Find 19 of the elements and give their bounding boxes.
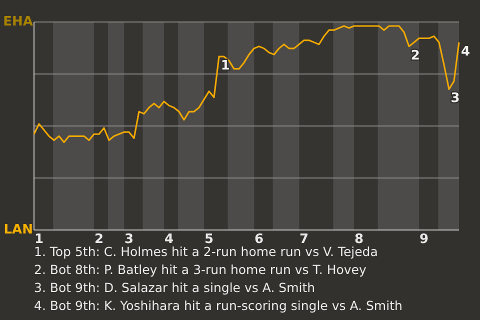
x-tick-label: 3 [124, 232, 134, 247]
x-tick-label: 6 [254, 232, 264, 247]
text: EHA [3, 14, 33, 30]
x-tick-label: 4 [164, 232, 174, 247]
annotation: 2 [410, 48, 420, 64]
x-tick-label: 7 [299, 232, 309, 247]
text: LAN [4, 222, 33, 238]
text: 2. Bot 8th: P. Batley hit a 3-run home run vs T. Hovey [34, 262, 367, 277]
text: 3. Bot 9th: D. Salazar hit a single vs A. Smith [34, 280, 316, 295]
x-tick-label: 5 [204, 232, 214, 247]
x-tick-label: 2 [94, 232, 104, 247]
annotation: 1 [220, 58, 230, 74]
text: 4 [461, 44, 470, 60]
text: 1. Top 5th: C. Holmes hit a 2-run home run vs V. Tejeda [34, 244, 378, 259]
annotation: 3 [450, 91, 460, 106]
x-tick-label: 1 [34, 232, 44, 247]
x-tick-label: 9 [419, 232, 429, 247]
x-tick-label: 8 [354, 232, 364, 247]
text: 4. Bot 9th: K. Yoshihara hit a run-scoring single vs A. Smith [34, 298, 402, 313]
